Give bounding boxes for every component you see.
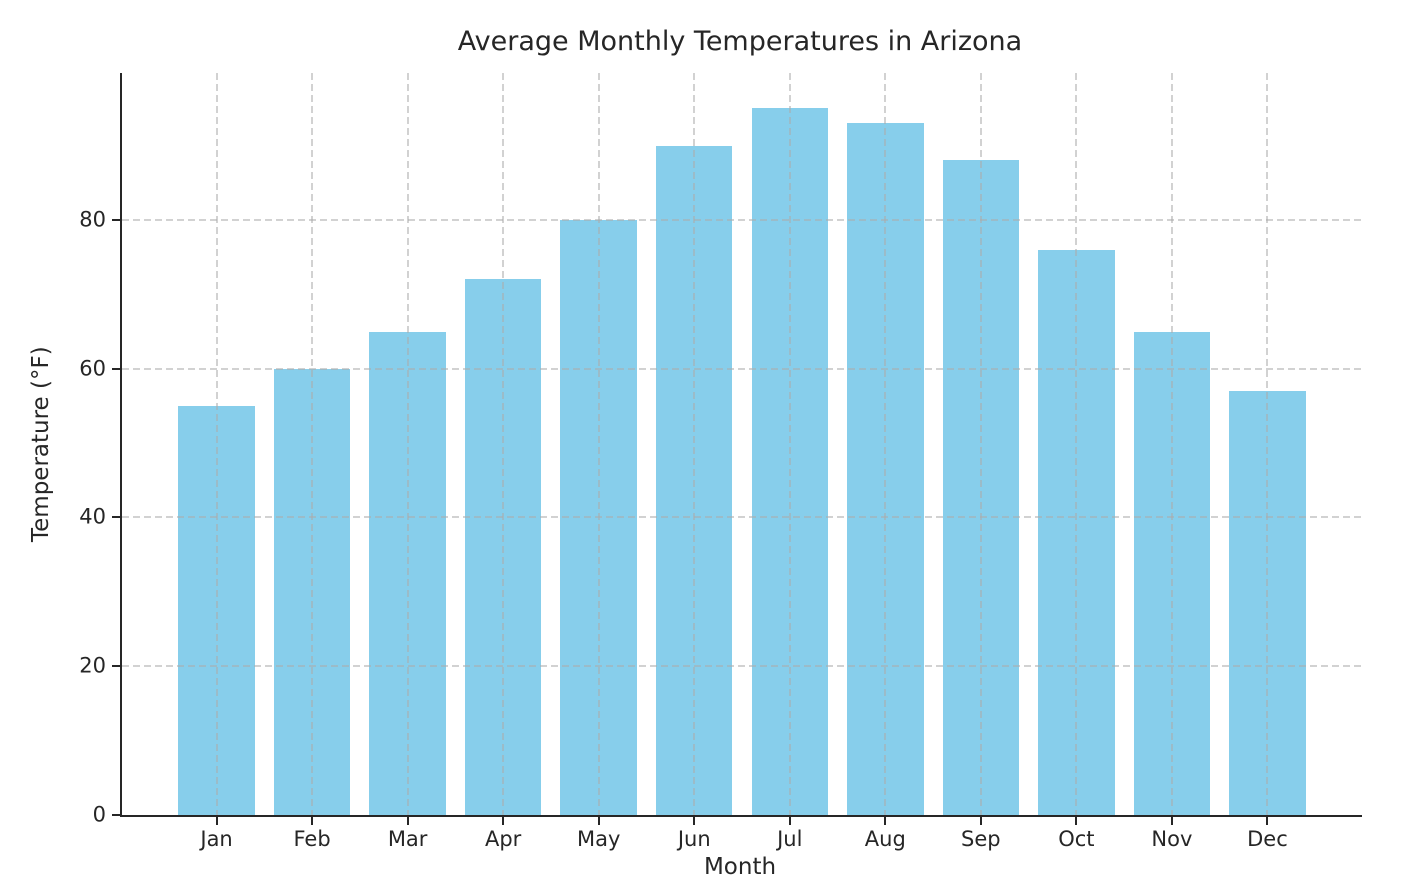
bar-may <box>560 219 637 815</box>
bar-mar <box>369 331 446 815</box>
y-tick-mark-20 <box>112 665 120 668</box>
y-tick-mark-0 <box>112 814 120 816</box>
bar-apr <box>464 279 542 815</box>
y-tick-label-80: 80 <box>79 207 106 232</box>
x-tick-mark-dec <box>1266 817 1269 825</box>
x-tick-mark-apr <box>502 817 505 825</box>
x-tick-label-apr: Apr <box>484 827 522 851</box>
x-tick-label-jul: Jul <box>777 827 803 851</box>
bar-nov <box>1133 331 1211 815</box>
x-tick-label-dec: Dec <box>1247 827 1288 851</box>
chart-title: Average Monthly Temperatures in Arizona <box>457 26 1023 57</box>
x-tick-mark-mar <box>406 817 409 825</box>
x-tick-label-oct: Oct <box>1058 827 1095 851</box>
y-tick-label-40: 40 <box>79 504 106 529</box>
y-tick-label-0: 0 <box>92 802 106 827</box>
x-tick-mark-feb <box>311 817 314 825</box>
x-tick-mark-may <box>597 817 600 825</box>
plot-area: 0 20 40 60 80 Jan Feb Mar Apr May Jun Jul Aug Sep Oct N… <box>79 73 1362 850</box>
x-tick-mark-sep <box>979 817 982 825</box>
x-axis-label: Month <box>703 854 777 880</box>
y-tick-mark-40 <box>112 516 120 519</box>
x-tick-mark-aug <box>884 817 887 825</box>
x-tick-mark-jan <box>215 817 218 825</box>
y-tick-mark-60 <box>112 367 120 370</box>
x-tick-label-sep: Sep <box>961 827 1001 851</box>
bar-oct <box>1038 249 1115 815</box>
x-tick-label-aug: Aug <box>864 827 906 851</box>
bar-aug <box>847 123 924 815</box>
x-tick-label-jun: Jun <box>677 827 711 851</box>
x-tick-mark-jun <box>693 817 696 825</box>
x-tick-mark-nov <box>1170 817 1173 825</box>
x-tick-label-nov: Nov <box>1151 827 1193 851</box>
x-tick-label-feb: Feb <box>293 827 331 851</box>
x-tick-label-mar: Mar <box>387 827 428 851</box>
bar-jul <box>751 108 828 815</box>
y-tick-label-20: 20 <box>79 653 106 678</box>
y-axis-label: Temperature (°F) <box>28 346 54 542</box>
bar-dec <box>1229 391 1306 815</box>
x-tick-mark-oct <box>1075 817 1078 825</box>
bar-feb <box>273 368 351 815</box>
y-tick-label-60: 60 <box>79 356 106 381</box>
bars-layer <box>122 73 1362 815</box>
bar-jun <box>656 145 733 815</box>
y-tick-mark-80 <box>112 218 120 221</box>
bar-jan <box>178 405 255 815</box>
x-tick-mark-jul <box>788 817 791 825</box>
x-tick-label-may: May <box>576 827 621 851</box>
bar-sep <box>942 160 1020 815</box>
x-tick-label-jan: Jan <box>200 827 233 851</box>
